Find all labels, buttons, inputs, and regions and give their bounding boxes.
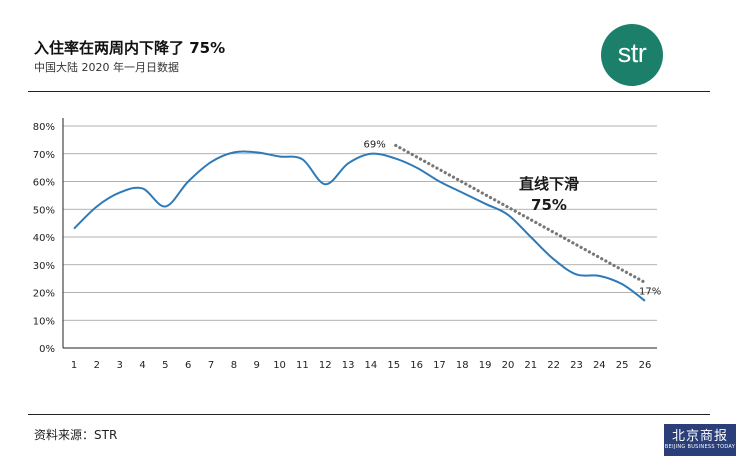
source-note: 资料来源：STR <box>34 428 118 442</box>
x-tick-label: 14 <box>365 360 378 371</box>
annotation-line1: 直线下滑 <box>519 175 579 193</box>
x-tick-label: 11 <box>296 360 309 371</box>
y-tick-label: 10% <box>33 316 55 327</box>
y-tick-label: 30% <box>33 261 55 272</box>
x-tick-label: 13 <box>342 360 355 371</box>
x-tick-label: 21 <box>524 360 537 371</box>
x-tick-label: 7 <box>208 360 214 371</box>
trend-end-label: 17% <box>639 286 661 297</box>
str-logo-text: str <box>617 37 647 68</box>
x-tick-label: 23 <box>570 360 583 371</box>
x-tick-label: 20 <box>502 360 515 371</box>
str-logo: str <box>601 24 663 86</box>
x-tick-label: 26 <box>639 360 652 371</box>
y-tick-label: 50% <box>33 205 55 216</box>
x-tick-label: 19 <box>479 360 492 371</box>
watermark-sub-text: BEIJING BUSINESS TODAY <box>664 443 736 450</box>
x-tick-label: 25 <box>616 360 629 371</box>
x-tick-label: 9 <box>254 360 260 371</box>
x-tick-label: 10 <box>273 360 286 371</box>
occupancy-series-line <box>73 150 646 302</box>
x-tick-label: 1 <box>71 360 77 371</box>
chart-title: 入住率在两周内下降了 75% <box>34 39 226 57</box>
x-tick-label: 5 <box>162 360 168 371</box>
y-tick-label: 70% <box>33 150 55 161</box>
top-divider <box>28 91 710 92</box>
bottom-divider <box>28 414 710 415</box>
y-tick-label: 80% <box>33 122 55 133</box>
x-tick-label: 17 <box>433 360 446 371</box>
x-tick-label: 18 <box>456 360 469 371</box>
y-tick-label: 20% <box>33 289 55 300</box>
x-tick-label: 6 <box>185 360 191 371</box>
x-tick-label: 22 <box>547 360 560 371</box>
trend-start-label: 69% <box>364 139 386 150</box>
x-tick-label: 16 <box>410 360 423 371</box>
chart-subtitle: 中国大陆 2020 年一月日数据 <box>34 61 179 74</box>
y-tick-label: 0% <box>39 344 55 355</box>
x-tick-label: 3 <box>116 360 122 371</box>
x-tick-label: 24 <box>593 360 606 371</box>
y-tick-label: 40% <box>33 233 55 244</box>
beijing-business-today-watermark: 北京商报 BEIJING BUSINESS TODAY <box>664 424 736 456</box>
x-tick-label: 4 <box>139 360 145 371</box>
x-tick-label: 15 <box>387 360 400 371</box>
x-tick-label: 12 <box>319 360 332 371</box>
x-tick-label: 2 <box>94 360 100 371</box>
x-tick-label: 8 <box>231 360 237 371</box>
y-tick-label: 60% <box>33 178 55 189</box>
annotation-line2: 75% <box>531 196 567 214</box>
trend-dotted-line <box>394 143 645 283</box>
watermark-main-text: 北京商报 <box>671 428 728 444</box>
